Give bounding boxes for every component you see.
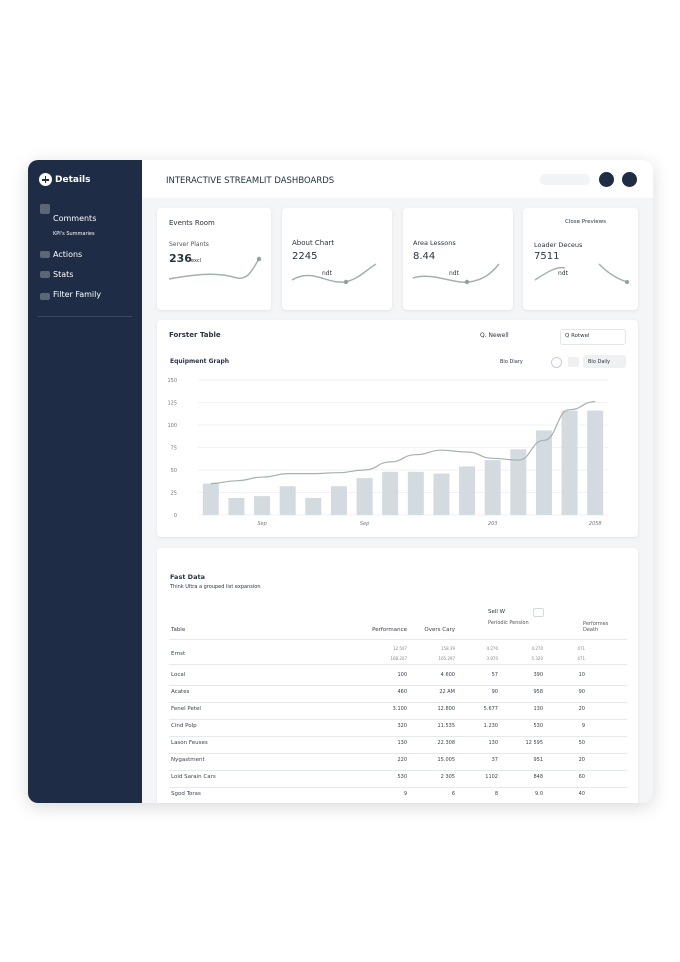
bar bbox=[587, 410, 604, 515]
kpi-label: About Chart bbox=[292, 239, 335, 247]
group-menu[interactable] bbox=[533, 608, 544, 617]
view-icon[interactable] bbox=[568, 357, 579, 367]
sparkline bbox=[412, 263, 500, 285]
kpi-label: Area Lessons bbox=[413, 239, 456, 247]
dropdown-label[interactable]: Q Rotwel bbox=[565, 333, 590, 339]
kpi-card: About Chart 2245 ndt bbox=[282, 208, 392, 310]
bar bbox=[202, 483, 219, 515]
bar bbox=[279, 486, 296, 515]
icon bbox=[40, 293, 50, 300]
icon bbox=[40, 204, 50, 214]
bar bbox=[407, 471, 424, 515]
group-header: Performes Death bbox=[583, 621, 609, 633]
bar bbox=[228, 497, 245, 515]
bar bbox=[484, 460, 501, 515]
plus bbox=[44, 176, 47, 183]
nav-item[interactable]: Comments bbox=[53, 214, 97, 223]
bar bbox=[561, 410, 578, 515]
y-tick-label: 100 bbox=[167, 423, 177, 429]
kpi-note: excl bbox=[191, 258, 201, 264]
bar bbox=[356, 478, 373, 515]
kpi-value: 8.44 bbox=[413, 251, 436, 262]
bar bbox=[254, 496, 271, 515]
icon bbox=[40, 271, 50, 278]
control[interactable]: Bio Daily bbox=[588, 359, 611, 365]
sidebar: Details Comments KPI's Summaries Actions… bbox=[28, 160, 142, 803]
kpi-label: Loader Deceus bbox=[534, 241, 583, 249]
kpi-heading: Events Room bbox=[169, 219, 215, 227]
kpi-note: ndt bbox=[558, 270, 568, 277]
bar bbox=[510, 449, 527, 515]
x-tick-label: 203 bbox=[488, 521, 498, 527]
kpi-heading: Close Previews bbox=[565, 219, 607, 225]
bar bbox=[382, 471, 399, 515]
y-tick-label: 50 bbox=[171, 468, 177, 474]
kpi-value: 236 bbox=[169, 252, 192, 265]
kpi-note: ndt bbox=[449, 270, 459, 277]
control[interactable]: Bio Diary bbox=[500, 359, 523, 365]
panel-title: Forster Table bbox=[169, 331, 221, 339]
brand[interactable]: Details bbox=[55, 175, 91, 185]
kpi-note: ndt bbox=[322, 270, 332, 277]
line bbox=[210, 401, 596, 485]
table-title: Fast Data bbox=[170, 573, 205, 581]
kpi-card: Events Room Server Plants 236 excl bbox=[157, 208, 271, 310]
dropdown[interactable] bbox=[560, 329, 626, 345]
kpi-card: Close Previews Loader Deceus 7511 ndt bbox=[523, 208, 638, 310]
nav-item[interactable]: Actions bbox=[53, 250, 83, 259]
sparkline-dot bbox=[343, 279, 349, 285]
bar bbox=[459, 466, 476, 515]
clock-icon[interactable] bbox=[551, 357, 562, 368]
search-box[interactable] bbox=[540, 174, 590, 185]
chart-title: Equipment Graph bbox=[170, 358, 230, 365]
bar bbox=[330, 486, 347, 515]
sparkline bbox=[291, 263, 377, 285]
sparkline-dot bbox=[256, 256, 262, 262]
icon bbox=[40, 251, 50, 258]
x-tick-label: Sep bbox=[360, 521, 369, 527]
group-header: Sell W bbox=[488, 609, 506, 615]
search[interactable]: Q. Newell bbox=[480, 332, 509, 339]
y-tick-label: 75 bbox=[171, 446, 177, 452]
y-tick-label: 125 bbox=[167, 401, 177, 407]
nav-subitem[interactable]: KPI's Summaries bbox=[53, 231, 95, 237]
y-tick-label: 25 bbox=[171, 491, 177, 497]
sparkline bbox=[168, 256, 262, 280]
avatar[interactable] bbox=[622, 172, 637, 187]
bar bbox=[535, 430, 552, 515]
nav-item[interactable]: Filter Family bbox=[53, 290, 102, 299]
sparkline-dot bbox=[464, 279, 470, 285]
bar bbox=[305, 497, 322, 515]
y-tick-label: 0 bbox=[174, 513, 177, 519]
nav-item[interactable]: Stats bbox=[53, 270, 74, 279]
sparkline-dot bbox=[625, 280, 629, 284]
y-tick-label: 150 bbox=[167, 378, 177, 384]
bar bbox=[433, 473, 450, 515]
kpi-card: Area Lessons 8.44 ndt bbox=[403, 208, 513, 310]
avatar[interactable] bbox=[599, 172, 614, 187]
header-title: INTERACTIVE STREAMLIT DASHBOARDS bbox=[166, 176, 335, 186]
kpi-label: Server Plants bbox=[169, 241, 209, 248]
table-subtitle: Think Ultra a grouped list expansion bbox=[170, 584, 261, 590]
table-panel: Fast Data Think Ultra a grouped list exp… bbox=[157, 548, 638, 803]
kpi-value: 2245 bbox=[292, 251, 318, 262]
sparkline-path bbox=[168, 258, 260, 280]
sparkline-path bbox=[534, 263, 628, 283]
x-tick-label: Sep bbox=[257, 521, 266, 527]
sparkline bbox=[534, 263, 629, 284]
divider bbox=[38, 316, 132, 317]
x-tick-label: 2058 bbox=[589, 521, 602, 527]
group-sub: Periodic Pension bbox=[488, 620, 529, 626]
dropdown[interactable] bbox=[583, 355, 626, 368]
kpi-value: 7511 bbox=[534, 251, 560, 262]
